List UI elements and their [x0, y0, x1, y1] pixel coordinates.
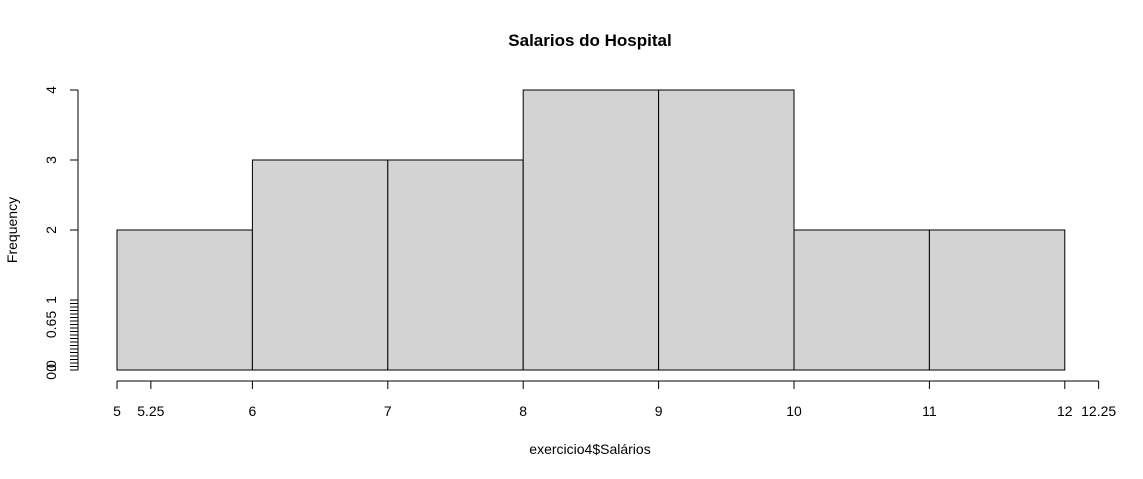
histogram-bar — [658, 89, 795, 371]
y-tick-label: 3 — [43, 156, 59, 164]
x-tick-label: 5 — [113, 403, 121, 419]
x-tick-label: 8 — [519, 403, 527, 419]
histogram-bar — [522, 89, 660, 371]
x-tick-label: 12.25 — [1081, 403, 1116, 419]
y-axis-label: Frequency — [4, 197, 20, 263]
y-tick-label: 4 — [43, 86, 59, 94]
chart-title: Salarios do Hospital — [508, 31, 671, 50]
y-tick-label: 0.0 — [43, 360, 59, 380]
histogram-bar — [251, 159, 389, 371]
x-axis: 5 5.25 6 7 8 9 10 11 12 12.25 — [113, 380, 1116, 419]
y-tick-label: 2 — [43, 226, 59, 234]
histogram-bar — [928, 229, 1066, 371]
y-axis: 0.00 0.65 1 2 3 4 — [43, 86, 79, 380]
x-tick-label: 6 — [249, 403, 257, 419]
y-tick-label: 0 — [43, 364, 59, 372]
y-tick-label: 1 — [43, 296, 59, 304]
x-tick-label: 10 — [786, 403, 802, 419]
x-tick-label: 12 — [1057, 403, 1073, 419]
x-tick-label: 7 — [384, 403, 392, 419]
x-tick-label: 5.25 — [137, 403, 164, 419]
x-tick-label: 11 — [922, 403, 937, 419]
x-axis-label: exercicio4$Salários — [529, 441, 650, 457]
y-tick-label: 0.65 — [43, 311, 59, 338]
histogram-bar — [793, 229, 930, 371]
x-tick-label: 9 — [655, 403, 663, 419]
histogram-bar — [116, 229, 253, 371]
bars-group — [116, 89, 1066, 371]
histogram-bar — [387, 159, 524, 371]
